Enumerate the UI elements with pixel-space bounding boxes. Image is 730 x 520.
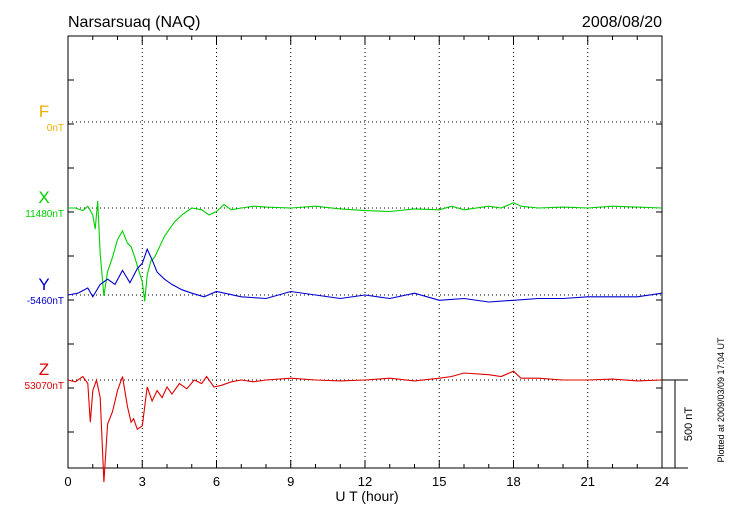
channel-baseline-f: 0nT	[47, 123, 64, 134]
channel-name-f: F	[39, 102, 49, 121]
x-axis-label: U T (hour)	[335, 488, 398, 504]
x-tick-label: 24	[655, 474, 669, 489]
scale-bar-label: 500 nT	[683, 407, 695, 442]
x-tick-label: 9	[287, 474, 294, 489]
series-lines	[67, 200, 663, 483]
series-line-z	[67, 370, 663, 483]
x-tick-label: 6	[213, 474, 220, 489]
scale-bar: 500 nT	[662, 379, 695, 469]
channel-baseline-y: -5460nT	[27, 296, 64, 307]
channel-name-z: Z	[39, 360, 49, 379]
channel-name-x: X	[38, 188, 49, 207]
x-tick-label: 3	[139, 474, 146, 489]
plot-frame	[67, 35, 663, 469]
channel-name-y: Y	[38, 275, 49, 294]
channel-labels: F 0nT X 11480nT Y -5460nT Z 53070nT	[25, 102, 64, 392]
series-line-y	[67, 247, 663, 303]
chart-date: 2008/08/20	[582, 14, 662, 31]
x-tick-labels: 0 3 6 9 12 15 18 21 24	[64, 474, 669, 489]
channel-baseline-z: 53070nT	[25, 381, 64, 392]
x-tick-label: 18	[506, 474, 520, 489]
chart-title: Narsarsuaq (NAQ)	[68, 14, 200, 31]
channel-baseline-x: 11480nT	[25, 209, 64, 220]
x-tick-label: 15	[432, 474, 446, 489]
x-tick-label: 0	[64, 474, 71, 489]
x-tick-label: 21	[581, 474, 595, 489]
series-line-x	[68, 200, 663, 302]
x-tick-label: 12	[358, 474, 372, 489]
plotted-timestamp: Plotted at 2009/03/09 17:04 UT	[716, 337, 726, 463]
